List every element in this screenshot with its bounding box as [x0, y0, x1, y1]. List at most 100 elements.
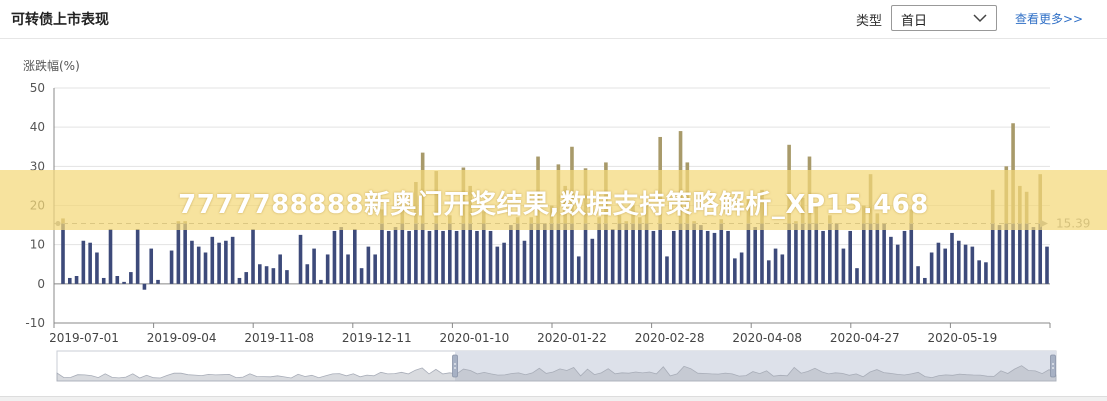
bar: [964, 245, 968, 284]
data-zoom-slider[interactable]: [57, 351, 1056, 381]
bar: [339, 227, 343, 284]
bar: [95, 253, 99, 284]
bar: [238, 278, 242, 284]
bar: [624, 224, 628, 284]
bar: [733, 258, 737, 283]
bar: [312, 249, 316, 284]
bar: [699, 225, 703, 284]
bar: [197, 247, 201, 284]
bar: [869, 224, 873, 284]
bar: [719, 224, 723, 284]
bar: [957, 241, 961, 284]
bar: [156, 280, 160, 284]
bar: [516, 224, 520, 284]
bar: [115, 276, 119, 284]
bar: [706, 231, 710, 284]
bar: [414, 224, 418, 284]
bar: [692, 224, 696, 284]
bar: [1032, 227, 1036, 284]
bar: [61, 224, 65, 284]
bar: [591, 239, 595, 284]
bar: [441, 231, 445, 284]
bar: [557, 224, 561, 284]
bar: [102, 278, 106, 284]
bar: [299, 235, 303, 284]
bar: [821, 231, 825, 284]
bar: [876, 224, 880, 284]
bar: [373, 254, 377, 283]
y-tick-label: 10: [30, 238, 45, 252]
bar: [903, 231, 907, 284]
x-tick-label: 2020-02-28: [635, 331, 705, 345]
bar: [760, 224, 764, 284]
bar: [652, 231, 656, 284]
bar: [550, 224, 554, 284]
bar: [285, 270, 289, 284]
y-tick-label: -10: [25, 316, 45, 330]
bar: [82, 241, 86, 284]
bar: [421, 224, 425, 284]
bar: [842, 249, 846, 284]
bar: [991, 224, 995, 284]
bar: [407, 231, 411, 284]
bar: [686, 224, 690, 284]
x-tick-label: 2019-12-11: [342, 331, 412, 345]
bar: [136, 229, 140, 284]
y-tick-label: 40: [30, 120, 45, 134]
bar: [631, 224, 635, 284]
bar: [367, 247, 371, 284]
bar: [475, 231, 479, 284]
bar: [665, 256, 669, 283]
bar: [862, 224, 866, 284]
bar: [482, 224, 486, 284]
bar: [387, 231, 391, 284]
bar: [943, 249, 947, 284]
bar: [828, 224, 832, 284]
bar: [814, 224, 818, 284]
bar: [258, 264, 262, 284]
bar: [360, 268, 364, 284]
bar: [971, 247, 975, 284]
bar: [577, 256, 581, 283]
bar: [244, 272, 248, 284]
bar: [855, 268, 859, 284]
bar: [679, 224, 683, 284]
bar: [1038, 224, 1042, 284]
bar: [68, 278, 72, 284]
slider-handle[interactable]: [453, 355, 458, 377]
bar: [882, 224, 886, 284]
bar: [143, 284, 147, 290]
bar: [129, 272, 133, 284]
bar: [170, 251, 174, 284]
bar: [909, 224, 913, 284]
bar: [747, 224, 751, 284]
bar: [753, 227, 757, 284]
bar: [916, 266, 920, 284]
bar: [1018, 224, 1022, 284]
bar: [1045, 247, 1049, 284]
overlay-banner-text: 7777788888新奥门开奖结果,数据支持策略解析_XP15.468: [0, 184, 1107, 221]
x-tick-label: 2019-07-01: [49, 331, 119, 345]
bar: [740, 253, 744, 284]
bar: [333, 231, 337, 284]
bar: [713, 233, 717, 284]
bar: [543, 224, 547, 284]
bar: [278, 254, 282, 283]
bar: [122, 282, 126, 284]
bar: [781, 254, 785, 283]
bar: [570, 224, 574, 284]
bar: [231, 237, 235, 284]
bar: [1025, 224, 1029, 284]
bar: [1004, 224, 1008, 284]
bar: [950, 233, 954, 284]
bar: [937, 243, 941, 284]
bar: [984, 262, 988, 284]
x-tick-label: 2019-09-04: [147, 331, 217, 345]
bar: [353, 229, 357, 284]
bar: [611, 229, 615, 284]
x-tick-label: 2020-01-22: [537, 331, 607, 345]
slider-handle[interactable]: [1051, 355, 1056, 377]
bar: [319, 280, 323, 284]
bar: [794, 224, 798, 284]
